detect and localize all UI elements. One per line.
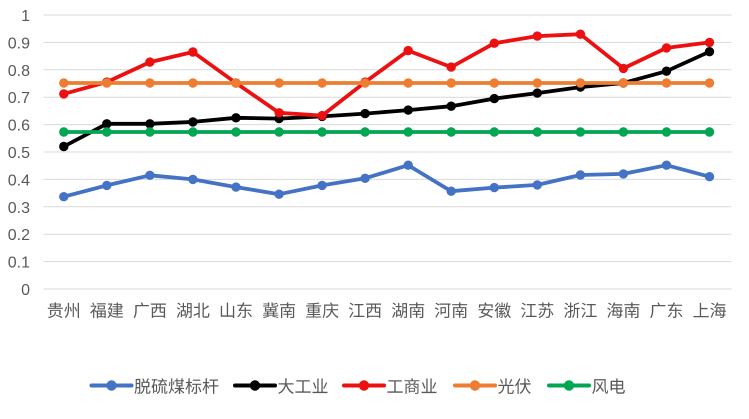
svg-text:0.2: 0.2: [8, 227, 30, 244]
svg-text:0.1: 0.1: [8, 255, 30, 272]
svg-text:0.3: 0.3: [8, 200, 30, 217]
svg-text:0: 0: [21, 282, 30, 299]
svg-text:1: 1: [21, 8, 30, 25]
svg-text:0.9: 0.9: [8, 35, 30, 52]
svg-text:0.6: 0.6: [8, 118, 30, 135]
svg-text:0.4: 0.4: [8, 172, 30, 189]
svg-text:0.7: 0.7: [8, 90, 30, 107]
svg-text:0.5: 0.5: [8, 145, 30, 162]
svg-text:0.8: 0.8: [8, 63, 30, 80]
